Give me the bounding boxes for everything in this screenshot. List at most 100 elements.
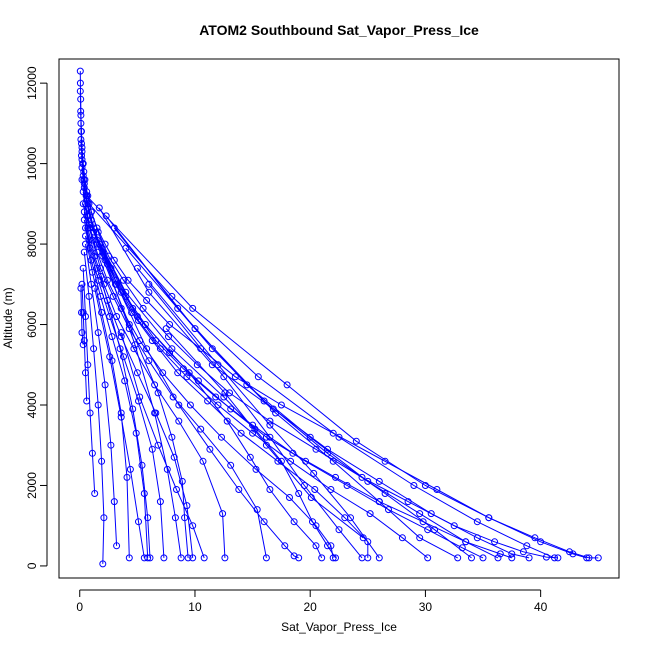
data-point — [251, 425, 259, 433]
data-point — [186, 401, 194, 409]
data-point — [82, 313, 89, 320]
data-point — [311, 486, 319, 493]
data-point — [78, 176, 86, 184]
data-point — [84, 204, 92, 212]
data-point — [86, 220, 94, 228]
data-point — [148, 445, 156, 453]
data-point — [249, 429, 257, 437]
data-point — [154, 389, 162, 397]
data-point — [324, 445, 331, 453]
data-point — [364, 477, 372, 485]
data-point — [375, 498, 383, 506]
data-point — [168, 345, 176, 353]
data-point — [220, 373, 228, 381]
series-line-22 — [100, 276, 151, 558]
data-point — [109, 292, 117, 300]
data-point — [525, 554, 533, 562]
data-point — [537, 538, 545, 546]
x-axis-label: Sat_Vapor_Press_Ice — [281, 620, 397, 634]
data-point — [183, 373, 191, 381]
data-point — [144, 514, 152, 522]
data-point — [136, 393, 144, 401]
data-point — [76, 79, 84, 87]
data-point — [424, 526, 432, 534]
data-point — [135, 518, 142, 526]
data-point — [77, 119, 85, 127]
data-point — [76, 67, 84, 75]
data-point — [200, 554, 208, 562]
data-point — [366, 510, 374, 518]
data-point — [375, 477, 383, 485]
data-point — [113, 542, 121, 550]
data-point — [154, 441, 162, 449]
data-point — [160, 554, 168, 562]
plot-frame — [58, 58, 620, 579]
data-point — [156, 498, 164, 506]
series-line-4 — [81, 155, 429, 559]
series-line-17 — [80, 288, 84, 345]
data-point — [508, 554, 516, 562]
data-point — [166, 349, 174, 357]
data-point — [594, 554, 602, 562]
data-point — [189, 304, 197, 312]
data-point — [189, 522, 197, 530]
data-point — [243, 381, 251, 389]
data-point — [335, 433, 343, 441]
data-point — [332, 554, 339, 562]
data-point — [221, 389, 229, 397]
data-point — [283, 381, 291, 389]
data-point — [116, 345, 124, 353]
data-point — [123, 473, 131, 481]
data-point — [138, 461, 146, 469]
data-point — [462, 538, 470, 546]
data-point — [385, 506, 392, 514]
data-point — [519, 548, 527, 556]
data-point — [82, 232, 89, 240]
data-point — [335, 526, 343, 534]
y-axis-label: Altitude (m) — [1, 287, 15, 348]
data-point — [82, 240, 89, 248]
data-point — [131, 341, 139, 349]
data-point — [97, 272, 104, 280]
data-point — [90, 345, 98, 353]
data-point — [508, 550, 516, 558]
series-line-15 — [82, 268, 96, 494]
data-point — [221, 554, 229, 562]
data-point — [159, 369, 167, 377]
data-point — [168, 292, 176, 300]
data-point — [281, 542, 289, 550]
data-point — [290, 552, 298, 560]
data-point — [181, 514, 189, 522]
x-tick-label: 30 — [419, 600, 433, 614]
data-point — [554, 554, 562, 562]
data-point — [99, 560, 107, 568]
data-point — [145, 357, 153, 365]
chart-title: ATOM2 Southbound Sat_Vapor_Press_Ice — [199, 22, 479, 38]
data-point — [148, 337, 156, 345]
series-line-18 — [89, 223, 336, 559]
series-line-21 — [104, 260, 182, 558]
data-point — [77, 136, 85, 143]
data-point — [117, 413, 125, 421]
data-point — [141, 321, 149, 328]
data-point — [76, 87, 84, 95]
data-layer — [76, 67, 602, 568]
data-point — [262, 441, 270, 449]
data-point — [145, 288, 153, 296]
data-point — [106, 353, 114, 361]
y-tick-label: 2000 — [25, 472, 39, 499]
data-point — [165, 333, 172, 341]
data-point — [347, 514, 354, 522]
data-point — [80, 248, 88, 256]
x-tick-label: 10 — [188, 600, 202, 614]
data-point — [173, 486, 180, 493]
data-point — [569, 550, 577, 558]
data-point — [295, 554, 303, 562]
data-point — [266, 433, 274, 441]
data-point — [143, 296, 151, 304]
data-point — [130, 345, 138, 353]
data-point — [78, 329, 86, 337]
data-point — [197, 425, 205, 433]
data-point — [318, 554, 326, 562]
series-line-25 — [98, 207, 530, 559]
